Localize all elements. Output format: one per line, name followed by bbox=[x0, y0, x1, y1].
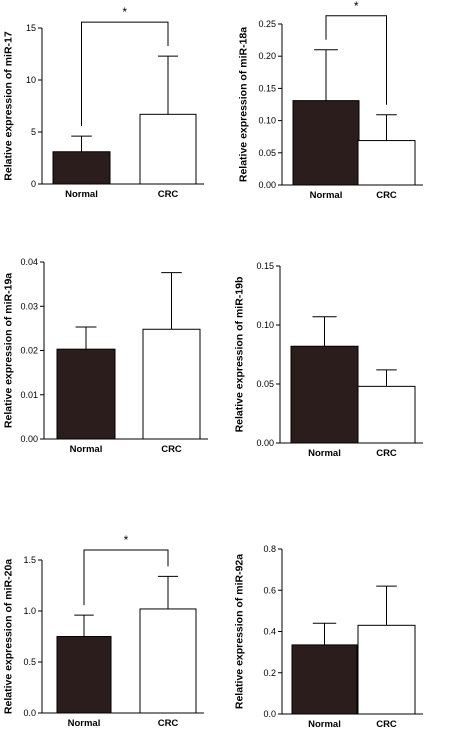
bar-crc bbox=[142, 328, 201, 440]
bar-normal bbox=[56, 348, 116, 440]
y-axis-label: Relative expression of miR-17 bbox=[3, 31, 15, 181]
y-tick-label: 0.20 bbox=[258, 51, 276, 61]
y-tick-label: 0.04 bbox=[20, 257, 38, 267]
category-label: CRC bbox=[158, 718, 179, 729]
category-label: Normal bbox=[68, 718, 101, 729]
y-tick-label: 0.8 bbox=[263, 544, 276, 554]
significance-marker: * bbox=[122, 5, 127, 19]
y-tick-label: 0.5 bbox=[23, 657, 36, 667]
bar-normal bbox=[290, 345, 359, 444]
y-tick-label: 0.05 bbox=[258, 148, 276, 158]
significance-bracket bbox=[81, 21, 169, 127]
y-axis-label: Relative expression of miR-92a bbox=[234, 554, 246, 709]
y-tick-label: 0.02 bbox=[20, 346, 38, 356]
bar-crc bbox=[357, 385, 416, 444]
significance-marker: * bbox=[354, 0, 359, 13]
y-tick-label: 0.4 bbox=[263, 627, 276, 637]
category-label: CRC bbox=[161, 444, 182, 455]
bar-normal bbox=[56, 636, 112, 714]
y-tick-label: 1.5 bbox=[23, 555, 36, 565]
y-tick-label: 0.03 bbox=[20, 301, 38, 311]
y-tick-label: 0.6 bbox=[263, 585, 276, 595]
y-tick-label: 0.00 bbox=[20, 434, 38, 444]
y-tick-label: 0.00 bbox=[256, 438, 274, 448]
category-label: Normal bbox=[308, 719, 341, 730]
category-label: Normal bbox=[70, 444, 103, 455]
y-axis-label: Relative expression of miR-20a bbox=[3, 559, 15, 714]
bar-crc bbox=[139, 608, 197, 714]
y-tick-label: 0.0 bbox=[23, 708, 36, 718]
category-label: Normal bbox=[310, 190, 343, 201]
bar-normal bbox=[292, 100, 360, 186]
y-tick-label: 0.01 bbox=[20, 390, 38, 400]
category-label: Normal bbox=[308, 448, 341, 459]
y-tick-label: 0.2 bbox=[263, 668, 276, 678]
y-tick-label: 0.10 bbox=[258, 116, 276, 126]
bar-crc bbox=[357, 624, 416, 715]
significance-marker: * bbox=[124, 533, 129, 547]
category-label: CRC bbox=[158, 189, 179, 200]
y-tick-label: 15 bbox=[26, 23, 36, 33]
bar-crc bbox=[357, 140, 416, 186]
significance-bracket bbox=[325, 15, 387, 105]
y-axis-label: Relative expression of miR-19b bbox=[234, 277, 246, 433]
y-tick-label: 5 bbox=[31, 127, 36, 137]
y-tick-label: 0.05 bbox=[256, 379, 274, 389]
bar-normal bbox=[291, 644, 358, 715]
category-label: CRC bbox=[376, 448, 397, 459]
chart-panel-2: Normal CRC 0.00 0.05 0.10 0.15 0.20 0.25 Relativ… bbox=[238, 0, 423, 201]
bar-crc bbox=[139, 113, 197, 185]
y-tick-label: 1.0 bbox=[23, 606, 36, 616]
chart-panel-5: Normal CRC 0.0 0.5 1.0 1.5 Relative expression… bbox=[3, 533, 204, 729]
significance-bracket bbox=[83, 549, 169, 606]
y-tick-label: 0.10 bbox=[256, 320, 274, 330]
y-tick-label: 10 bbox=[26, 75, 36, 85]
y-tick-label: 0.15 bbox=[258, 83, 276, 93]
y-tick-label: 0.25 bbox=[258, 19, 276, 29]
y-tick-label: 0.00 bbox=[258, 180, 276, 190]
category-label: CRC bbox=[376, 719, 397, 730]
y-axis-label: Relative expression of miR-19a bbox=[3, 273, 15, 428]
chart-panel-6: Normal CRC 0.0 0.2 0.4 0.6 0.8 Relative express… bbox=[234, 544, 423, 730]
y-tick-label: 0.0 bbox=[263, 709, 276, 719]
chart-panel-3: Normal CRC 0.00 0.01 0.02 0.03 0.04 Relative ex… bbox=[3, 257, 208, 455]
category-label: Normal bbox=[65, 189, 98, 200]
chart-panel-1: Normal CRC 0 5 10 15 Relative expression of mi… bbox=[3, 5, 204, 200]
y-axis-label: Relative expression of miR-18a bbox=[238, 27, 250, 182]
y-tick-label: 0 bbox=[31, 179, 36, 189]
y-tick-label: 0.15 bbox=[256, 261, 274, 271]
category-label: CRC bbox=[376, 190, 397, 201]
bar-normal bbox=[52, 151, 111, 185]
chart-panel-4: Normal CRC 0.00 0.05 0.10 0.15 Relative expres… bbox=[234, 261, 423, 459]
